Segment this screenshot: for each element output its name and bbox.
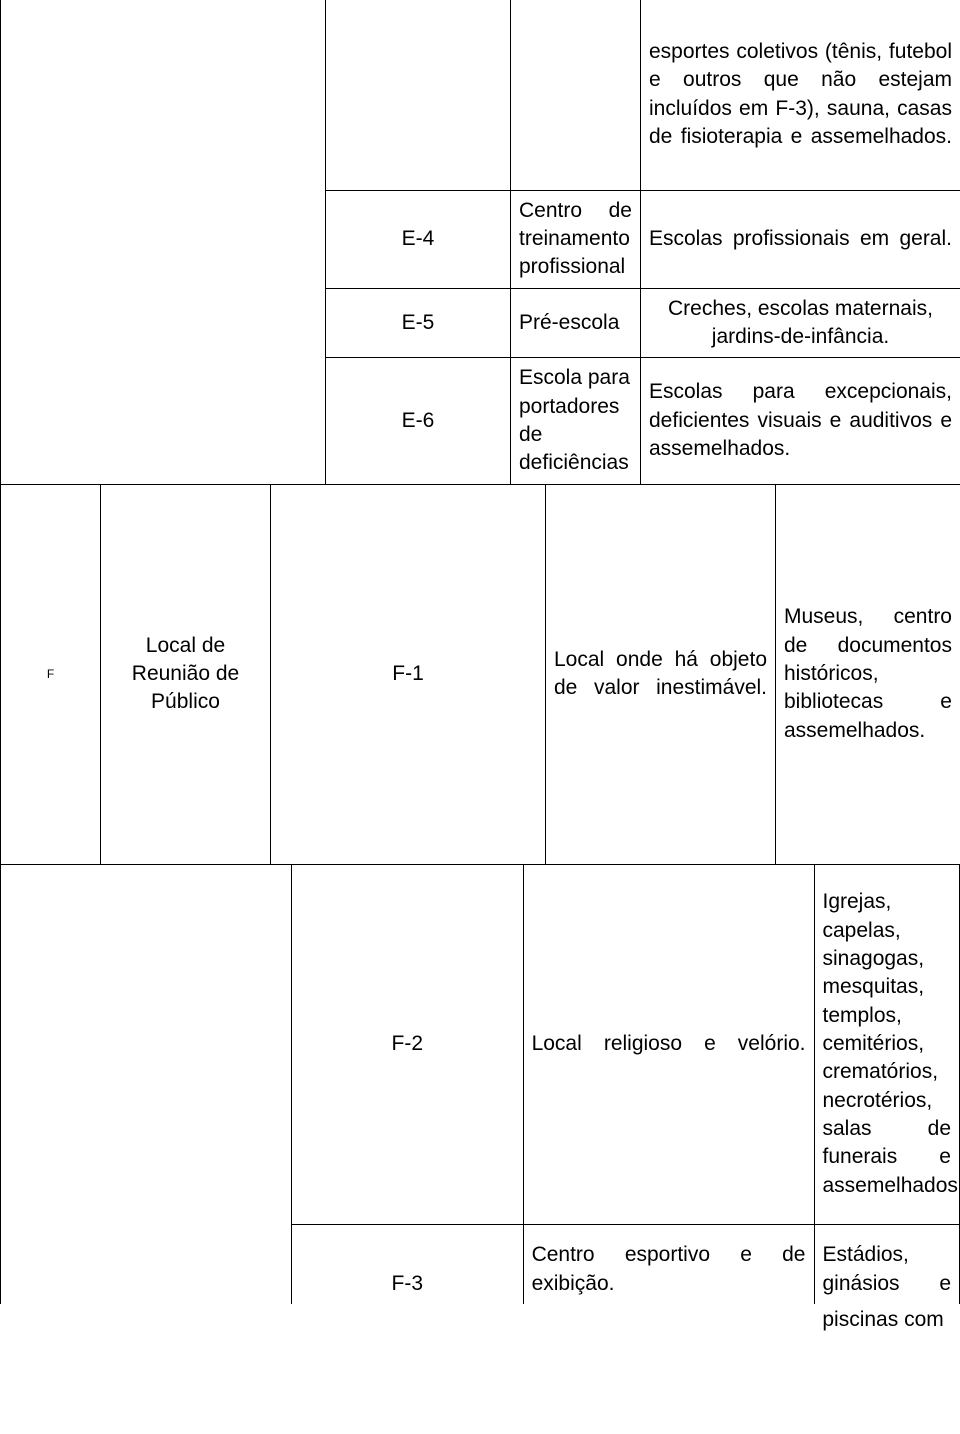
cell-name: Local religioso e velório. — [523, 864, 814, 1224]
cell-name: Centro esportivo e de exibição. — [523, 1224, 814, 1304]
table-row: F Local de Reunião de Público F-1 Local … — [1, 484, 960, 864]
cell-name: Pré-escola — [511, 288, 641, 358]
cell-name-blank — [511, 0, 641, 190]
cell-desc: Creches, escolas maternais, jardins-de-i… — [641, 288, 960, 358]
section-f-rows23-table: F-2 Local religioso e velório. Igrejas, … — [0, 864, 960, 1305]
overflow-blank — [291, 1304, 523, 1336]
section-f-row1-table: F Local de Reunião de Público F-1 Local … — [0, 484, 960, 865]
overflow-blank — [108, 1304, 291, 1336]
table-row: esportes coletivos (tênis, futebol e out… — [1, 0, 960, 190]
desc-text: Museus, centro de documentos históricos,… — [784, 605, 952, 741]
group-col-b-cont — [108, 864, 291, 1304]
overflow-blank — [0, 1304, 108, 1336]
group-title: Local de Reunião de Público — [101, 484, 271, 864]
desc-text: esportes coletivos (tênis, futebol e out… — [649, 40, 952, 148]
section-e-table: esportes coletivos (tênis, futebol e out… — [0, 0, 960, 485]
overflow-text: piscinas com — [814, 1304, 960, 1336]
group-code: F — [1, 484, 101, 864]
overflow-table: piscinas com — [0, 1304, 960, 1336]
group-col-a-cont — [1, 864, 109, 1304]
name-text: Local religioso e velório. — [532, 1032, 806, 1055]
cell-desc: esportes coletivos (tênis, futebol e out… — [641, 0, 960, 190]
name-text: Local onde há objeto de valor inestimáve… — [554, 648, 767, 699]
group-col-a — [1, 0, 101, 484]
desc-text: Estádios, ginásios e — [823, 1243, 952, 1294]
cell-desc: Escolas para excepcionais, deficientes v… — [641, 358, 960, 484]
group-col-b — [101, 0, 326, 484]
overflow-blank — [523, 1304, 814, 1336]
table-row: F-2 Local religioso e velório. Igrejas, … — [1, 864, 960, 1224]
desc-text: Escolas profissionais em geral. — [649, 227, 952, 250]
cell-name: Local onde há objeto de valor inestimáve… — [546, 484, 776, 864]
cell-desc: Escolas profissionais em geral. — [641, 190, 960, 288]
cell-code: E-6 — [326, 358, 511, 484]
cell-desc: Museus, centro de documentos históricos,… — [776, 484, 960, 864]
cell-code: E-5 — [326, 288, 511, 358]
cell-name: Escola para portadores de deficiências — [511, 358, 641, 484]
cell-code: F-2 — [291, 864, 523, 1224]
table-row: piscinas com — [0, 1304, 960, 1336]
cell-code: F-3 — [291, 1224, 523, 1304]
cell-desc: Igrejas, capelas, sinagogas, mesquitas, … — [814, 864, 960, 1224]
cell-code-blank — [326, 0, 511, 190]
cell-code: E-4 — [326, 190, 511, 288]
name-text: Centro esportivo e de exibição. — [532, 1243, 806, 1294]
cell-code: F-1 — [271, 484, 546, 864]
cell-desc: Estádios, ginásios e — [814, 1224, 960, 1304]
cell-name: Centro de treinamento profissional — [511, 190, 641, 288]
document-table-fragment: esportes coletivos (tênis, futebol e out… — [0, 0, 960, 1336]
desc-text: Igrejas, capelas, sinagogas, mesquitas, … — [823, 890, 960, 1196]
desc-text: Escolas para excepcionais, deficientes v… — [649, 380, 952, 460]
name-text: Centro de treinamento profissional — [519, 199, 632, 279]
